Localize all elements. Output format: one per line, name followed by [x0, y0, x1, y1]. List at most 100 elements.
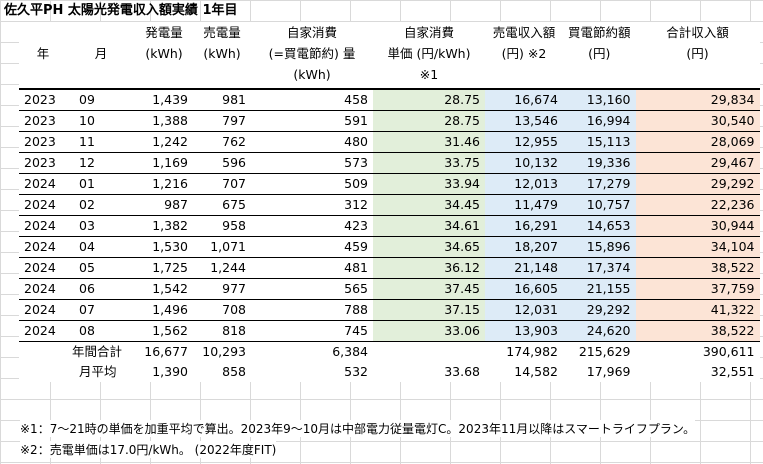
cell-year: 2024 — [19, 173, 67, 195]
cell-total: 30,540 — [635, 110, 760, 132]
cell-month: 03 — [67, 215, 135, 237]
cell-gen: 1,388 — [135, 110, 193, 132]
cell-total: 28,069 — [635, 131, 760, 153]
annual-total-row: 年間合計 16,677 10,293 6,384 174,982 215,629… — [19, 341, 760, 362]
cell-month: 06 — [67, 278, 135, 300]
cell-year: 2023 — [19, 89, 67, 111]
cell-gen: 1,382 — [135, 215, 193, 237]
table-row: 2023 12 1,169 596 573 33.75 10,132 19,336 29,467 — [19, 152, 760, 174]
cell-save: 19,336 — [563, 152, 636, 174]
cell-sold: 675 — [193, 194, 251, 216]
annual-gen: 16,677 — [135, 341, 193, 362]
average-unit: 33.68 — [373, 362, 485, 382]
cell-month: 01 — [67, 173, 135, 195]
cell-unit: 31.46 — [373, 131, 485, 153]
table-row: 2024 04 1,530 1,071 459 34.65 18,207 15,896 34,1… — [19, 236, 760, 258]
average-gen: 1,390 — [135, 362, 193, 382]
cell-unit: 33.94 — [373, 173, 485, 195]
header-month: 月 — [67, 22, 135, 90]
cell-self: 573 — [251, 152, 373, 174]
table-row: 2024 03 1,382 958 423 34.61 16,291 14,653 30,944 — [19, 215, 760, 237]
cell-year: 2024 — [19, 257, 67, 279]
header-generation: 発電量 (kWh) — [135, 22, 193, 90]
cell-unit: 33.06 — [373, 320, 485, 342]
cell-year: 2023 — [19, 152, 67, 174]
cell-save: 29,292 — [563, 299, 636, 321]
header-year: 年 — [19, 22, 67, 90]
cell-total: 29,834 — [635, 89, 760, 111]
cell-rev: 18,207 — [485, 236, 563, 258]
cell-self: 481 — [251, 257, 373, 279]
cell-rev: 11,479 — [485, 194, 563, 216]
cell-month: 02 — [67, 194, 135, 216]
average-self: 532 — [251, 362, 373, 382]
cell-sold: 797 — [193, 110, 251, 132]
cell-save: 24,620 — [563, 320, 636, 342]
cell-self: 745 — [251, 320, 373, 342]
cell-sold: 958 — [193, 215, 251, 237]
cell-gen: 1,725 — [135, 257, 193, 279]
cell-self: 423 — [251, 215, 373, 237]
annual-rev: 174,982 — [485, 341, 563, 362]
annual-unit — [373, 341, 485, 362]
cell-total: 38,522 — [635, 320, 760, 342]
cell-rev: 21,148 — [485, 257, 563, 279]
cell-self: 788 — [251, 299, 373, 321]
table-row: 2024 07 1,496 708 788 37.15 12,031 29,292 41,322 — [19, 299, 760, 321]
cell-save: 13,160 — [563, 89, 636, 111]
cell-save: 17,374 — [563, 257, 636, 279]
cell-sold: 981 — [193, 89, 251, 111]
cell-total: 41,322 — [635, 299, 760, 321]
average-rev: 14,582 — [485, 362, 563, 382]
cell-rev: 12,955 — [485, 131, 563, 153]
cell-rev: 13,903 — [485, 320, 563, 342]
cell-unit: 37.15 — [373, 299, 485, 321]
cell-rev: 13,546 — [485, 110, 563, 132]
table-row: 2024 06 1,542 977 565 37.45 16,605 21,155 37,759 — [19, 278, 760, 300]
header-sell-revenue: 売電収入額 (円) ※2 — [485, 22, 563, 90]
cell-unit: 28.75 — [373, 110, 485, 132]
cell-year: 2024 — [19, 194, 67, 216]
table-row: 2023 11 1,242 762 480 31.46 12,955 15,113 28,069 — [19, 131, 760, 153]
cell-save: 14,653 — [563, 215, 636, 237]
cell-rev: 10,132 — [485, 152, 563, 174]
cell-gen: 1,562 — [135, 320, 193, 342]
cell-unit: 34.61 — [373, 215, 485, 237]
cell-gen: 1,496 — [135, 299, 193, 321]
cell-year: 2024 — [19, 236, 67, 258]
annual-total: 390,611 — [635, 341, 760, 362]
table-row: 2024 02 987 675 312 34.45 11,479 10,757 22,236 — [19, 194, 760, 216]
cell-self: 565 — [251, 278, 373, 300]
cell-total: 34,104 — [635, 236, 760, 258]
cell-total: 22,236 — [635, 194, 760, 216]
cell-self: 509 — [251, 173, 373, 195]
cell-month: 12 — [67, 152, 135, 174]
average-label: 月平均 — [67, 362, 135, 382]
cell-month: 07 — [67, 299, 135, 321]
cell-unit: 28.75 — [373, 89, 485, 111]
annual-sold: 10,293 — [193, 341, 251, 362]
cell-gen: 1,530 — [135, 236, 193, 258]
table-row: 2023 09 1,439 981 458 28.75 16,674 13,160 29,834 — [19, 89, 760, 111]
cell-year: 2024 — [19, 320, 67, 342]
cell-self: 458 — [251, 89, 373, 111]
sheet-title: 佐久平PH 太陽光発電収入額実績 1年目 — [4, 3, 238, 18]
cell-gen: 1,242 — [135, 131, 193, 153]
cell-year: 2024 — [19, 215, 67, 237]
cell-year: 2024 — [19, 299, 67, 321]
cell-sold: 977 — [193, 278, 251, 300]
cell-sold: 1,244 — [193, 257, 251, 279]
revenue-table: 年 月 発電量 (kWh) 売電量 (kWh) 自家消費 (=買電節約) 量 (… — [19, 22, 760, 382]
cell-save: 16,994 — [563, 110, 636, 132]
annual-save: 215,629 — [563, 341, 636, 362]
monthly-average-row: 月平均 1,390 858 532 33.68 14,582 17,969 32… — [19, 362, 760, 382]
cell-gen: 1,216 — [135, 173, 193, 195]
footnote-2: ※2：売電単価は17.0円/kWh。 (2022年度FIT) — [20, 441, 277, 458]
header-sold: 売電量 (kWh) — [193, 22, 251, 90]
cell-save: 21,155 — [563, 278, 636, 300]
cell-year: 2023 — [19, 110, 67, 132]
cell-gen: 1,169 — [135, 152, 193, 174]
cell-month: 10 — [67, 110, 135, 132]
table-row: 2024 01 1,216 707 509 33.94 12,013 17,279 29,292 — [19, 173, 760, 195]
annual-total-label: 年間合計 — [67, 341, 135, 362]
